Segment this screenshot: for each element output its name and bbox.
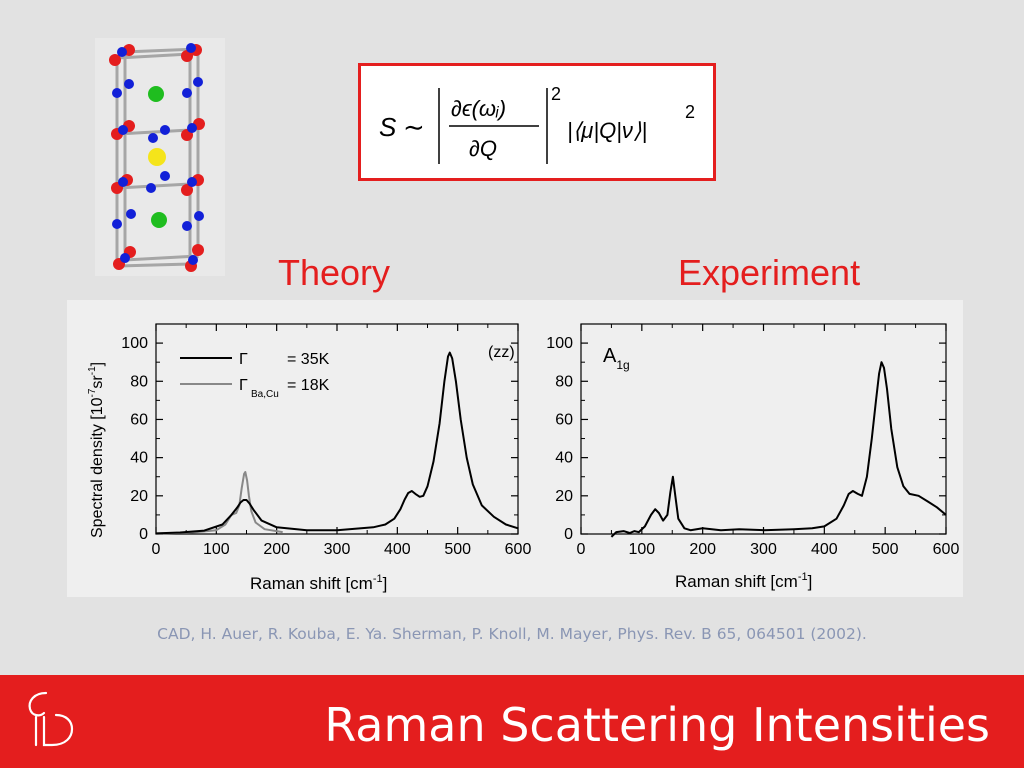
formula-box: S ∼ ∂ϵ(ωᵢ) ∂Q 2 |⟨μ|Q|ν⟩| 2 <box>358 63 716 181</box>
plots-panel: 0 100 200 300 400 500 600 0 20 40 60 80 100 (zz) Γ =… <box>67 300 963 597</box>
theory-annotation-zz: (zz) <box>488 344 515 361</box>
experiment-ytick-label: 40 <box>555 450 573 467</box>
formula-denominator: ∂Q <box>469 136 497 161</box>
experiment-ytick-label: 20 <box>555 488 573 505</box>
footer-title: Raman Scattering Intensities <box>324 698 990 752</box>
experiment-ytick-label: 0 <box>564 526 573 543</box>
formula-s: S <box>379 112 397 142</box>
theory-series-line-0 <box>155 471 283 535</box>
theory-xtick-label: 400 <box>384 541 411 558</box>
theory-ytick-label: 40 <box>130 450 148 467</box>
logo-icon <box>28 691 74 747</box>
experiment-xtick-label: 100 <box>628 541 655 558</box>
experiment-xlabel: Raman shift [cm-1] <box>675 571 812 591</box>
formula-sim: ∼ <box>403 112 425 142</box>
experiment-heading: Experiment <box>678 252 861 293</box>
theory-ytick-label: 20 <box>130 488 148 505</box>
legend-value-gamma-bacu: = 18K <box>287 377 330 394</box>
theory-xtick-label: 600 <box>505 541 532 558</box>
theory-ytick-label: 0 <box>139 526 148 543</box>
crystal-structure-image <box>95 38 225 276</box>
experiment-xtick-label: 600 <box>933 541 960 558</box>
legend-symbol-gamma-bacu: Γ <box>239 377 248 394</box>
formula-matrix-element: |⟨μ|Q|ν⟩| <box>567 118 647 143</box>
experiment-xtick-label: 300 <box>750 541 777 558</box>
legend-sub-gamma-bacu: Ba,Cu <box>251 389 279 400</box>
theory-xtick-label: 300 <box>324 541 351 558</box>
experiment-annotation-a1g: A1g <box>603 345 630 372</box>
raman-intensity-formula: S ∼ ∂ϵ(ωᵢ) ∂Q 2 |⟨μ|Q|ν⟩| 2 <box>379 84 695 164</box>
legend-value-gamma: = 35K <box>287 351 330 368</box>
experiment-xtick-label: 0 <box>577 541 586 558</box>
footer-bar <box>0 675 1024 768</box>
experiment-xtick-label: 200 <box>689 541 716 558</box>
theory-xtick-label: 200 <box>263 541 290 558</box>
theory-xtick-label: 0 <box>152 541 161 558</box>
experiment-ytick-label: 80 <box>555 373 573 390</box>
formula-power-2: 2 <box>685 102 695 122</box>
formula-numerator: ∂ϵ(ωᵢ) <box>451 96 506 121</box>
theory-series-line-1 <box>155 351 519 535</box>
experiment-series-line-0 <box>610 361 947 538</box>
theory-plot-frame <box>155 323 519 535</box>
experiment-xtick-label: 400 <box>811 541 838 558</box>
experiment-xtick-label: 500 <box>872 541 899 558</box>
formula-power-1: 2 <box>551 84 561 104</box>
theory-heading: Theory <box>278 252 391 293</box>
legend-symbol-gamma: Γ <box>239 351 248 368</box>
theory-ytick-label: 100 <box>121 335 148 352</box>
theory-xtick-label: 500 <box>444 541 471 558</box>
theory-ytick-label: 60 <box>130 411 148 428</box>
citation: CAD, H. Auer, R. Kouba, E. Ya. Sherman, … <box>157 625 867 643</box>
experiment-ytick-label: 100 <box>546 335 573 352</box>
theory-ylabel: Spectral density [10-7sr-1] <box>87 362 106 538</box>
experiment-ytick-label: 60 <box>555 411 573 428</box>
theory-chart: 0 100 200 300 400 500 600 0 20 40 60 80 100 (zz) Γ =… <box>87 323 532 593</box>
experiment-chart: 0 100 200 300 400 500 600 0 20 40 60 80 100 A1g Rama… <box>546 323 960 591</box>
theory-xlabel: Raman shift [cm-1] <box>250 573 387 593</box>
theory-ytick-label: 80 <box>130 373 148 390</box>
theory-xtick-label: 100 <box>203 541 230 558</box>
